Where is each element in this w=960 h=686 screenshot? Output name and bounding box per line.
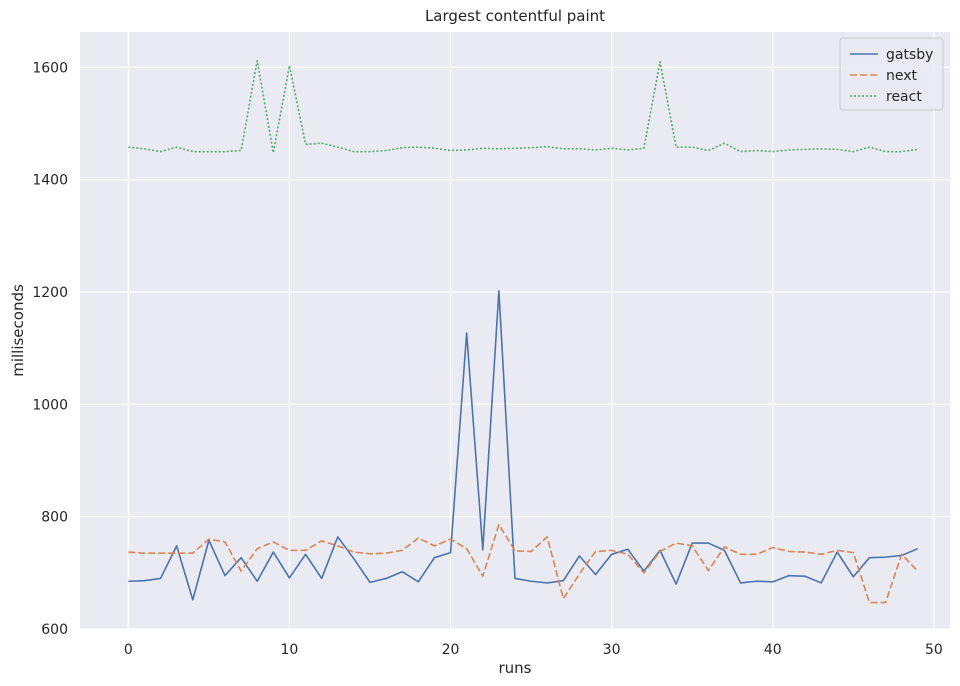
legend: gatsby next react [839,37,944,111]
plot-area [80,32,950,629]
y-tick-label: 1600 [32,60,68,76]
x-tick-label: 0 [124,642,133,658]
y-tick-label: 1200 [32,285,68,301]
x-axis-label: runs [499,659,532,677]
y-tick-label: 1400 [32,173,68,189]
legend-box [839,37,944,111]
y-tick-label: 800 [41,510,68,526]
x-tick-label: 20 [442,642,460,658]
x-tick-label: 40 [764,642,782,658]
x-tick-label: 10 [281,642,299,658]
series-line-next [128,523,919,604]
legend-label-next: next [886,68,918,84]
x-tick-label: 50 [925,642,943,658]
series-line-react [128,59,918,154]
x-ticks: 0 10 20 30 40 50 [124,642,943,658]
y-tick-label: 600 [41,622,68,638]
grid [80,32,950,630]
series-line-gatsby [128,290,919,601]
y-axis-label: milliseconds [9,284,27,377]
x-tick-label: 30 [603,642,621,658]
legend-label-gatsby: gatsby [886,47,933,63]
y-ticks: 600 800 1000 1200 1400 1600 [32,60,68,638]
series-lines [128,59,919,604]
legend-label-react: react [886,89,922,105]
y-tick-label: 1000 [32,397,68,413]
chart-title: Largest contentful paint [425,7,605,25]
